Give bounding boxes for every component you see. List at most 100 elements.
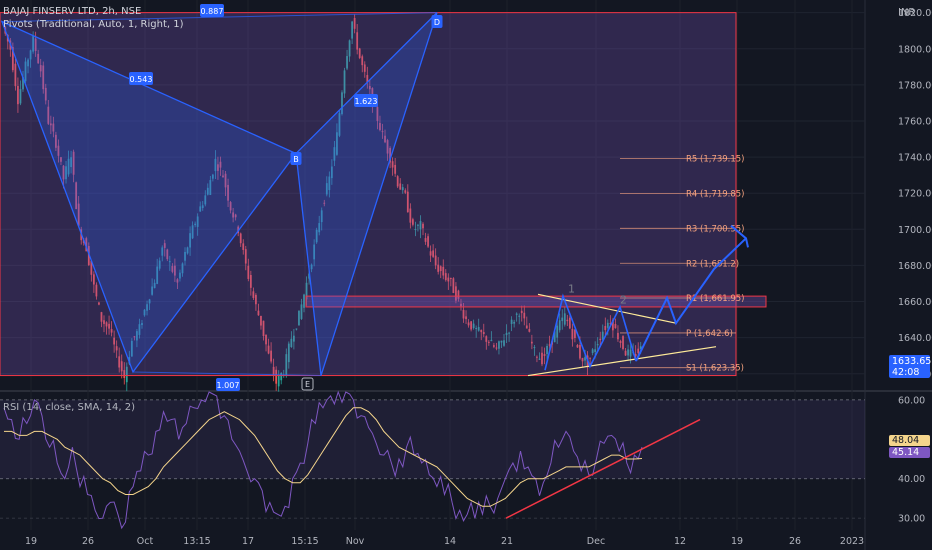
harmonic-ac-line: [132, 371, 322, 377]
last-price-tag: 1633.65 42:08: [889, 355, 931, 378]
candle-body: [419, 221, 422, 230]
candle-body: [24, 61, 27, 82]
harmonic-xd-line: [1, 12, 438, 23]
wave-label-1: 1: [568, 283, 575, 296]
candle-body: [536, 356, 538, 358]
symbol-title[interactable]: BAJAJ FINSERV LTD, 2h, NSE: [3, 6, 142, 17]
rsi-indicator-title[interactable]: RSI (14, close, SMA, 14, 2): [3, 402, 136, 413]
candle-body: [247, 265, 250, 279]
candle-body: [206, 187, 209, 195]
rsi-legend: RSI (14, close, SMA, 14, 2): [3, 401, 135, 414]
candle-body: [447, 277, 450, 282]
price-tick-label: 1820.00: [898, 8, 932, 19]
candle-body: [538, 358, 541, 360]
candle-body: [194, 223, 197, 226]
time-axis-label: Oct: [137, 536, 154, 547]
candle-body: [482, 332, 485, 335]
candle-body: [442, 266, 445, 276]
candle-body: [487, 341, 490, 343]
candle-body: [520, 310, 523, 314]
candle-body: [305, 282, 308, 300]
pivot-label: S1 (1,623.35): [686, 364, 744, 374]
candle-body: [60, 157, 62, 162]
svg-text:0.543: 0.543: [130, 75, 153, 84]
price-tick-label: 1800.00: [898, 44, 932, 55]
rsi-tick-label: 30.00: [898, 514, 925, 525]
rsi-tick-label: 40.00: [898, 474, 925, 485]
candle-body: [498, 341, 500, 349]
candle-body: [313, 244, 316, 260]
candle-body: [295, 328, 298, 330]
candle-body: [617, 332, 619, 340]
candle-body: [191, 225, 194, 239]
candle-body: [174, 265, 176, 276]
time-axis-label: Nov: [346, 536, 365, 547]
candle-body: [384, 135, 386, 143]
candle-body: [57, 145, 60, 156]
ratio-1623-label: 1.623: [354, 94, 378, 107]
candle-body: [500, 340, 503, 343]
candle-body: [234, 214, 237, 218]
candle-body: [196, 216, 199, 227]
candle-body: [432, 250, 435, 257]
candle-body: [204, 195, 207, 205]
svg-text:1.007: 1.007: [217, 381, 240, 390]
candle-body: [515, 313, 518, 315]
candle-body: [227, 184, 229, 201]
candle-body: [105, 322, 108, 327]
candle-body: [209, 180, 212, 195]
price-tick-label: 1680.00: [898, 261, 932, 272]
candle-body: [571, 328, 574, 340]
price-tick-label: 1640.00: [898, 333, 932, 344]
candle-body: [546, 345, 548, 355]
candle-body: [318, 223, 321, 233]
candle-body: [543, 354, 546, 356]
candle-body: [161, 247, 164, 256]
candle-body: [424, 238, 427, 242]
candle-body: [558, 320, 561, 331]
candle-body: [561, 317, 564, 322]
candle-body: [143, 309, 146, 316]
candle-body: [563, 313, 566, 325]
candle-body: [179, 272, 181, 279]
candle-body: [75, 182, 78, 210]
candle-body: [42, 65, 45, 90]
candle-body: [232, 212, 235, 218]
candle-body: [211, 174, 214, 179]
candle-body: [287, 343, 290, 363]
candle-body: [470, 321, 472, 330]
candle-body: [541, 352, 543, 365]
candle-body: [528, 329, 531, 332]
candle-body: [224, 173, 227, 188]
pivots-indicator-title[interactable]: Pivots (Traditional, Auto, 1, Right, 1): [3, 19, 184, 30]
candle-body: [477, 327, 480, 331]
candle-body: [485, 336, 488, 342]
candle-body: [611, 319, 614, 331]
candle-body: [138, 324, 141, 335]
candle-body: [19, 89, 22, 104]
projection-arrow: [730, 224, 749, 248]
time-axis-label: 13:15: [183, 536, 210, 547]
candle-body: [548, 344, 551, 346]
candle-body: [634, 354, 637, 357]
candle-body: [495, 347, 498, 349]
time-axis-label: 19: [25, 536, 37, 547]
time-axis-label: 26: [82, 536, 94, 547]
candle-body: [336, 132, 338, 155]
candle-body: [490, 339, 493, 342]
candle-body: [434, 255, 437, 266]
candle-body: [298, 310, 300, 326]
pivot-label: R4 (1,719.85): [686, 189, 745, 199]
rsi-ma-value-tag: 45.14: [889, 447, 930, 458]
candle-body: [637, 348, 640, 354]
candle-body: [518, 315, 521, 317]
candle-body: [594, 349, 597, 352]
candle-body: [508, 332, 510, 334]
candle-body: [576, 344, 579, 348]
candle-body: [72, 151, 75, 175]
candle-body: [358, 48, 361, 58]
ratio-0887-label: 0.887: [200, 4, 224, 17]
candle-body: [249, 275, 252, 288]
candle-body: [361, 56, 364, 66]
